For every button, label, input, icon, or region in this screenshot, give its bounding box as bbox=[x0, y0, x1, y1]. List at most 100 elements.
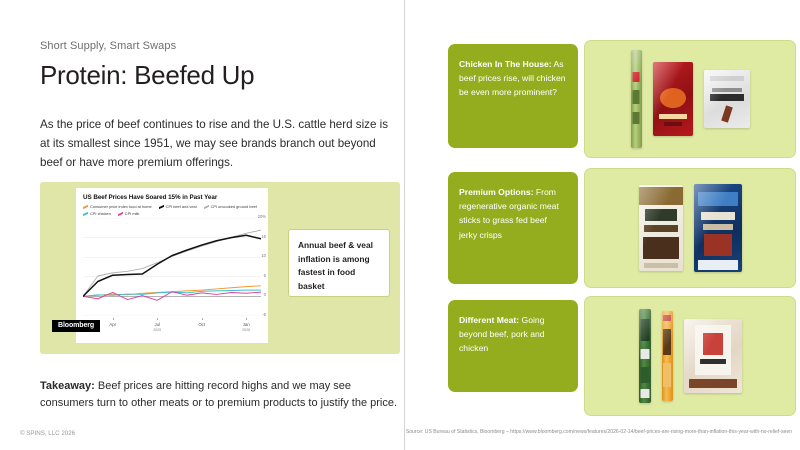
product-graphic-element bbox=[632, 112, 640, 124]
insight-card-body: Going beyond beef, pork and chicken bbox=[459, 315, 545, 354]
legend-label: CPI uncooked ground beef bbox=[210, 204, 257, 209]
product-graphic-element bbox=[697, 192, 738, 206]
x-tick-mark bbox=[246, 317, 247, 320]
x-tick-label: Oct bbox=[198, 322, 206, 327]
legend-label: Consumer price index food at home bbox=[90, 204, 152, 209]
legend-swatch-icon bbox=[158, 204, 164, 209]
insight-card-body: As beef prices rise, will chicken be eve… bbox=[459, 59, 566, 98]
insight-card-heading: Different Meat: bbox=[459, 315, 520, 325]
package-sheen bbox=[703, 70, 750, 128]
product-graphic-element bbox=[659, 88, 686, 108]
legend-swatch-icon bbox=[83, 204, 88, 209]
product-graphic-element bbox=[688, 379, 737, 388]
bloomberg-logo: Bloomberg bbox=[52, 320, 101, 332]
intro-paragraph: As the price of beef continues to rise a… bbox=[40, 118, 388, 169]
product-graphic-element bbox=[640, 319, 649, 341]
product-graphic-element bbox=[640, 389, 649, 398]
product-image-duck-jerky-pack bbox=[683, 319, 742, 393]
product-graphic-element bbox=[709, 94, 744, 101]
product-graphic-element bbox=[702, 333, 723, 355]
takeaway-text: Takeaway: Beef prices are hitting record… bbox=[40, 378, 402, 412]
product-photo-card-2 bbox=[584, 168, 796, 288]
product-photo-card-3 bbox=[584, 296, 796, 416]
x-tick-mark bbox=[157, 317, 158, 320]
product-graphic-element bbox=[663, 122, 682, 126]
product-image-beef-and-pork-sticks-pouch bbox=[693, 184, 742, 272]
product-graphic-element bbox=[643, 263, 678, 268]
eyebrow-label: Short Supply, Smart Swaps bbox=[40, 40, 177, 52]
takeaway-label: Takeaway: bbox=[40, 380, 95, 392]
product-photo-strip bbox=[585, 41, 795, 157]
product-image-carne-seca-beef-jerky-pouch bbox=[638, 185, 683, 271]
chart-svg bbox=[83, 218, 261, 316]
legend-label: CPI chicken bbox=[90, 211, 111, 216]
insight-card-text: Premium Options: From regenerative organ… bbox=[448, 172, 578, 284]
page-title: Protein: Beefed Up bbox=[40, 60, 255, 90]
legend-item: CPI chicken bbox=[83, 211, 111, 216]
product-graphic-element bbox=[632, 72, 640, 82]
product-graphic-element bbox=[640, 349, 649, 359]
y-tick-label: 10 bbox=[261, 253, 266, 259]
legend-item: Consumer price index food at home bbox=[83, 204, 152, 209]
legend-item: CPI beef and veal bbox=[158, 204, 197, 209]
package-sheen bbox=[683, 319, 742, 393]
product-graphic-element bbox=[644, 209, 677, 221]
legend-label: CPI beef and veal bbox=[165, 204, 197, 209]
product-image-jennie-o-turkey-pack bbox=[652, 62, 693, 136]
legend-swatch-icon bbox=[117, 211, 123, 216]
chart-panel: US Beef Prices Have Soared 15% in Past Y… bbox=[40, 182, 400, 354]
product-photo-strip bbox=[585, 297, 795, 415]
product-graphic-element bbox=[709, 76, 744, 81]
y-tick-label: 5 bbox=[263, 272, 266, 278]
x-tick-mark bbox=[201, 317, 203, 320]
product-graphic-element bbox=[699, 359, 726, 364]
product-image-flock-chicken-chips-pouch bbox=[703, 70, 750, 128]
product-image-green-meat-stick bbox=[638, 309, 651, 403]
insight-card-heading: Premium Options: bbox=[459, 187, 534, 197]
product-graphic-element bbox=[663, 315, 671, 321]
product-graphic-element bbox=[638, 187, 683, 205]
legend-item: CPI uncooked ground beef bbox=[203, 204, 257, 209]
insight-card-heading: Chicken In The House: bbox=[459, 59, 552, 69]
chart-x-axis-labels: Apr Jul 2025 Oct Jan 2026 bbox=[83, 317, 263, 338]
source-citation: Source: US Bureau of Statistics, Bloombe… bbox=[405, 429, 792, 435]
takeaway-body: Beef prices are hitting record highs and… bbox=[40, 380, 398, 409]
product-graphic-element bbox=[640, 367, 649, 383]
package-sheen bbox=[630, 50, 642, 148]
product-graphic-element bbox=[711, 88, 742, 92]
chart-callout: Annual beef & veal inflation is among fa… bbox=[288, 229, 390, 297]
chart-plot-area bbox=[83, 218, 261, 316]
legend-item: CPI milk bbox=[117, 211, 140, 216]
x-tick-sublabel: 2026 bbox=[242, 328, 251, 332]
product-image-orange-meat-stick bbox=[661, 311, 673, 401]
chart-y-axis-labels: 20% 15 10 5 0 -5 bbox=[250, 214, 266, 320]
insight-card-text: Different Meat: Going beyond beef, pork … bbox=[448, 300, 578, 392]
chart-card: US Beef Prices Have Soared 15% in Past Y… bbox=[76, 188, 268, 343]
insight-card-text: Chicken In The House: As beef prices ris… bbox=[448, 44, 578, 148]
x-tick-label: Apr bbox=[109, 322, 117, 327]
product-image-chomps-chicken-stick bbox=[630, 50, 642, 148]
chart-title: US Beef Prices Have Soared 15% in Past Y… bbox=[83, 194, 218, 201]
product-photo-card-1 bbox=[584, 40, 796, 158]
y-tick-label: -5 bbox=[262, 312, 266, 317]
y-tick-label: 20% bbox=[257, 214, 266, 219]
column-divider bbox=[404, 0, 405, 450]
y-tick-label: 15 bbox=[261, 233, 266, 239]
x-tick-mark bbox=[112, 317, 114, 320]
insight-card-body: From regenerative organic meat sticks to… bbox=[459, 187, 559, 240]
y-tick-label: 0 bbox=[263, 292, 266, 298]
product-graphic-element bbox=[703, 234, 732, 256]
package-sheen bbox=[652, 62, 693, 136]
legend-label: CPI milk bbox=[124, 211, 140, 216]
product-graphic-element bbox=[700, 212, 735, 220]
x-tick-sublabel: 2025 bbox=[153, 328, 162, 332]
product-photo-strip bbox=[585, 169, 795, 287]
product-graphic-element bbox=[632, 90, 640, 104]
product-graphic-element bbox=[697, 260, 738, 270]
product-graphic-element bbox=[642, 237, 679, 259]
product-graphic-element bbox=[663, 363, 671, 387]
product-graphic-element bbox=[658, 114, 687, 119]
package-sheen bbox=[693, 184, 742, 272]
x-tick-label: Jul bbox=[154, 322, 160, 327]
